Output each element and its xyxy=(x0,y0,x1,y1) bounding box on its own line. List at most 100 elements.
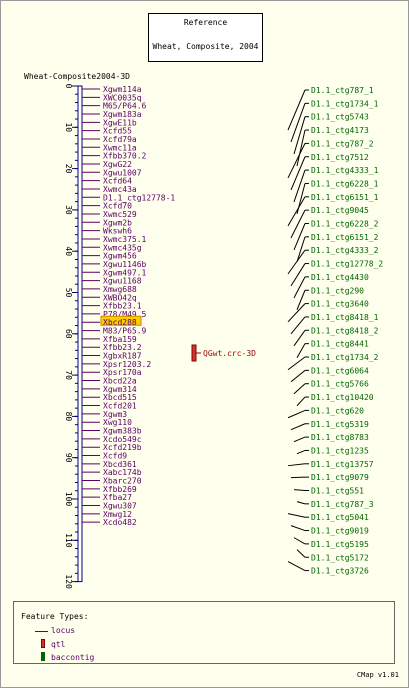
locus-label[interactable]: Xcdo482 xyxy=(103,518,137,527)
locus-label[interactable]: XgwG22 xyxy=(103,160,132,169)
locus-label[interactable]: Wkswh6 xyxy=(103,227,132,236)
locus-label[interactable]: Xbcd22a xyxy=(103,377,137,386)
locus-label[interactable]: Xgwm314 xyxy=(103,385,137,394)
locus-label[interactable]: Xfba27 xyxy=(103,493,132,502)
locus-label[interactable]: Xcfd64 xyxy=(103,177,132,186)
contig-label[interactable]: D1.1_ctg13757 xyxy=(311,460,374,469)
contig-label[interactable]: D1.1_ctg5041 xyxy=(311,513,369,522)
locus-highlight xyxy=(100,315,142,326)
locus-label[interactable]: Xpsr1203.2 xyxy=(103,360,151,369)
locus-label[interactable]: Xgwu1168 xyxy=(103,277,142,286)
contig-label[interactable]: D1.1_ctg551 xyxy=(311,487,364,496)
locus-label[interactable]: Xcfd201 xyxy=(103,402,137,411)
locus-label[interactable]: Xgwm183a xyxy=(103,110,142,119)
locus-label[interactable]: M65/P64.6 xyxy=(103,102,147,111)
contig-label[interactable]: D1.1_ctg6228_1 xyxy=(311,179,379,188)
locus-label[interactable]: Xgwm3 xyxy=(103,410,127,419)
locus-label[interactable]: Xwmc435g xyxy=(103,243,142,252)
locus-label[interactable]: P78/M49.5 xyxy=(103,310,147,319)
contig-label[interactable]: D1.1_ctg787_1 xyxy=(311,86,374,95)
qtl-bar[interactable] xyxy=(191,344,197,362)
locus-label[interactable]: Xgwm456 xyxy=(103,252,137,261)
locus-label[interactable]: Xcfd9 xyxy=(103,452,127,461)
contig-label[interactable]: D1.1_ctg8418_1 xyxy=(311,313,379,322)
contig-label[interactable]: D1.1_ctg290 xyxy=(311,286,364,295)
locus-label[interactable]: Xcfd219b xyxy=(103,443,142,452)
contig-label[interactable]: D1.1_ctg6151_2 xyxy=(311,233,379,242)
locus-label[interactable]: Xfbb23.1 xyxy=(103,302,142,311)
locus-label[interactable]: Xbcd288 xyxy=(103,318,137,327)
contig-label[interactable]: D1.1_ctg6064 xyxy=(311,366,369,375)
locus-label[interactable]: Xcfd79a xyxy=(103,135,137,144)
locus-label[interactable]: XWBO42q xyxy=(103,293,137,302)
locus-label[interactable]: Xgwu307 xyxy=(103,502,137,511)
locus-label[interactable]: Xwmc11a xyxy=(103,143,137,152)
locus-label[interactable]: Xfbb370.2 xyxy=(103,152,147,161)
locus-label[interactable]: Xgwm114a xyxy=(103,85,142,94)
locus-label[interactable]: Xgwm497.1 xyxy=(103,268,147,277)
contig-label[interactable]: D1.1_ctg787_2 xyxy=(311,139,374,148)
locus-label[interactable]: Xgwm2b xyxy=(103,218,132,227)
locus-label[interactable]: Xwmc529 xyxy=(103,210,137,219)
contig-label[interactable]: D1.1_ctg9045 xyxy=(311,206,369,215)
contig-label[interactable]: D1.1_ctg3726 xyxy=(311,567,369,576)
locus-label[interactable]: Xbcd515 xyxy=(103,393,137,402)
contig-connector xyxy=(293,116,306,155)
locus-label[interactable]: Xcdo549c xyxy=(103,435,142,444)
locus-label[interactable]: Xfbb269 xyxy=(103,485,137,494)
locus-label[interactable]: Xgwm383b xyxy=(103,427,142,436)
contig-label[interactable]: D1.1_ctg1734_1 xyxy=(311,99,379,108)
contig-label[interactable]: D1.1_ctg9019 xyxy=(311,527,369,536)
locus-label[interactable]: Xfbb23.2 xyxy=(103,343,142,352)
locus-label[interactable]: XgbxR187 xyxy=(103,352,142,361)
contig-label[interactable]: D1.1_ctg5743 xyxy=(311,113,369,122)
qtl-label[interactable]: QGwt.crc-3D xyxy=(203,349,256,358)
contig-label[interactable]: D1.1_ctg4333_2 xyxy=(311,246,379,255)
contig-label[interactable]: D1.1_ctg7512 xyxy=(311,153,369,162)
contig-label[interactable]: D1.1_ctg4173 xyxy=(311,126,369,135)
locus-label[interactable]: Xfba159 xyxy=(103,335,137,344)
contig-label[interactable]: D1.1_ctg8418_2 xyxy=(311,326,379,335)
locus-label[interactable]: XgwE11b xyxy=(103,118,137,127)
locus-label[interactable]: Xgwu1007 xyxy=(103,168,142,177)
locus-label[interactable]: M83/P65.9 xyxy=(103,327,147,336)
contig-connector xyxy=(293,489,306,491)
locus-label[interactable]: Xwg110 xyxy=(103,418,132,427)
locus-label[interactable]: Xwmc43a xyxy=(103,185,137,194)
contig-connector xyxy=(293,436,306,443)
contig-label[interactable]: D1.1_ctg6228_2 xyxy=(311,220,379,229)
contig-label[interactable]: D1.1_ctg5766 xyxy=(311,380,369,389)
locus-label[interactable]: Xmwg688 xyxy=(103,285,137,294)
contig-label[interactable]: D1.1_ctg9079 xyxy=(311,473,369,482)
contig-label[interactable]: D1.1_ctg10420 xyxy=(311,393,374,402)
map-title[interactable]: Wheat-Composite2004-3D xyxy=(24,72,130,81)
reference-map-name[interactable]: Wheat, Composite, 2004 xyxy=(152,42,259,51)
contig-label[interactable]: D1.1_ctg6151_1 xyxy=(311,193,379,202)
contig-label[interactable]: D1.1_ctg3640 xyxy=(311,300,369,309)
locus-label[interactable]: Xcfd70 xyxy=(103,202,132,211)
locus-label[interactable]: Xwmc375.1 xyxy=(103,235,147,244)
contig-label[interactable]: D1.1_ctg5195 xyxy=(311,540,369,549)
contig-label[interactable]: D1.1_ctg4430 xyxy=(311,273,369,282)
contig-label[interactable]: D1.1_ctg8441 xyxy=(311,340,369,349)
locus-label[interactable]: Xgwu1146b xyxy=(103,260,147,269)
locus-label[interactable]: Xpsr170a xyxy=(103,368,142,377)
contig-label[interactable]: D1.1_ctg620 xyxy=(311,406,364,415)
contig-label[interactable]: D1.1_ctg4333_1 xyxy=(311,166,379,175)
locus-label[interactable]: D1.1_ctg12778-1 xyxy=(103,193,175,202)
contig-label[interactable]: D1.1_ctg787_3 xyxy=(311,500,374,509)
locus-label[interactable]: Xcfd55 xyxy=(103,127,132,136)
locus-label[interactable]: Xmwg12 xyxy=(103,510,132,519)
contig-label[interactable]: D1.1_ctg5319 xyxy=(311,420,369,429)
reference-box[interactable]: Reference Wheat, Composite, 2004 xyxy=(148,13,263,62)
contig-label[interactable]: D1.1_ctg8783 xyxy=(311,433,369,442)
contig-label[interactable]: D1.1_ctg5172 xyxy=(311,553,369,562)
contig-label[interactable]: D1.1_ctg1734_2 xyxy=(311,353,379,362)
locus-label[interactable]: XWC0035q xyxy=(103,93,142,102)
locus-label[interactable]: Xbarc270 xyxy=(103,477,142,486)
locus-label[interactable]: Xabc174b xyxy=(103,468,142,477)
locus-label[interactable]: Xbcd361 xyxy=(103,460,137,469)
chromosome-axis[interactable] xyxy=(77,85,83,583)
contig-label[interactable]: D1.1_ctg12778_2 xyxy=(311,260,383,269)
contig-label[interactable]: D1.1_ctg1235 xyxy=(311,446,369,455)
